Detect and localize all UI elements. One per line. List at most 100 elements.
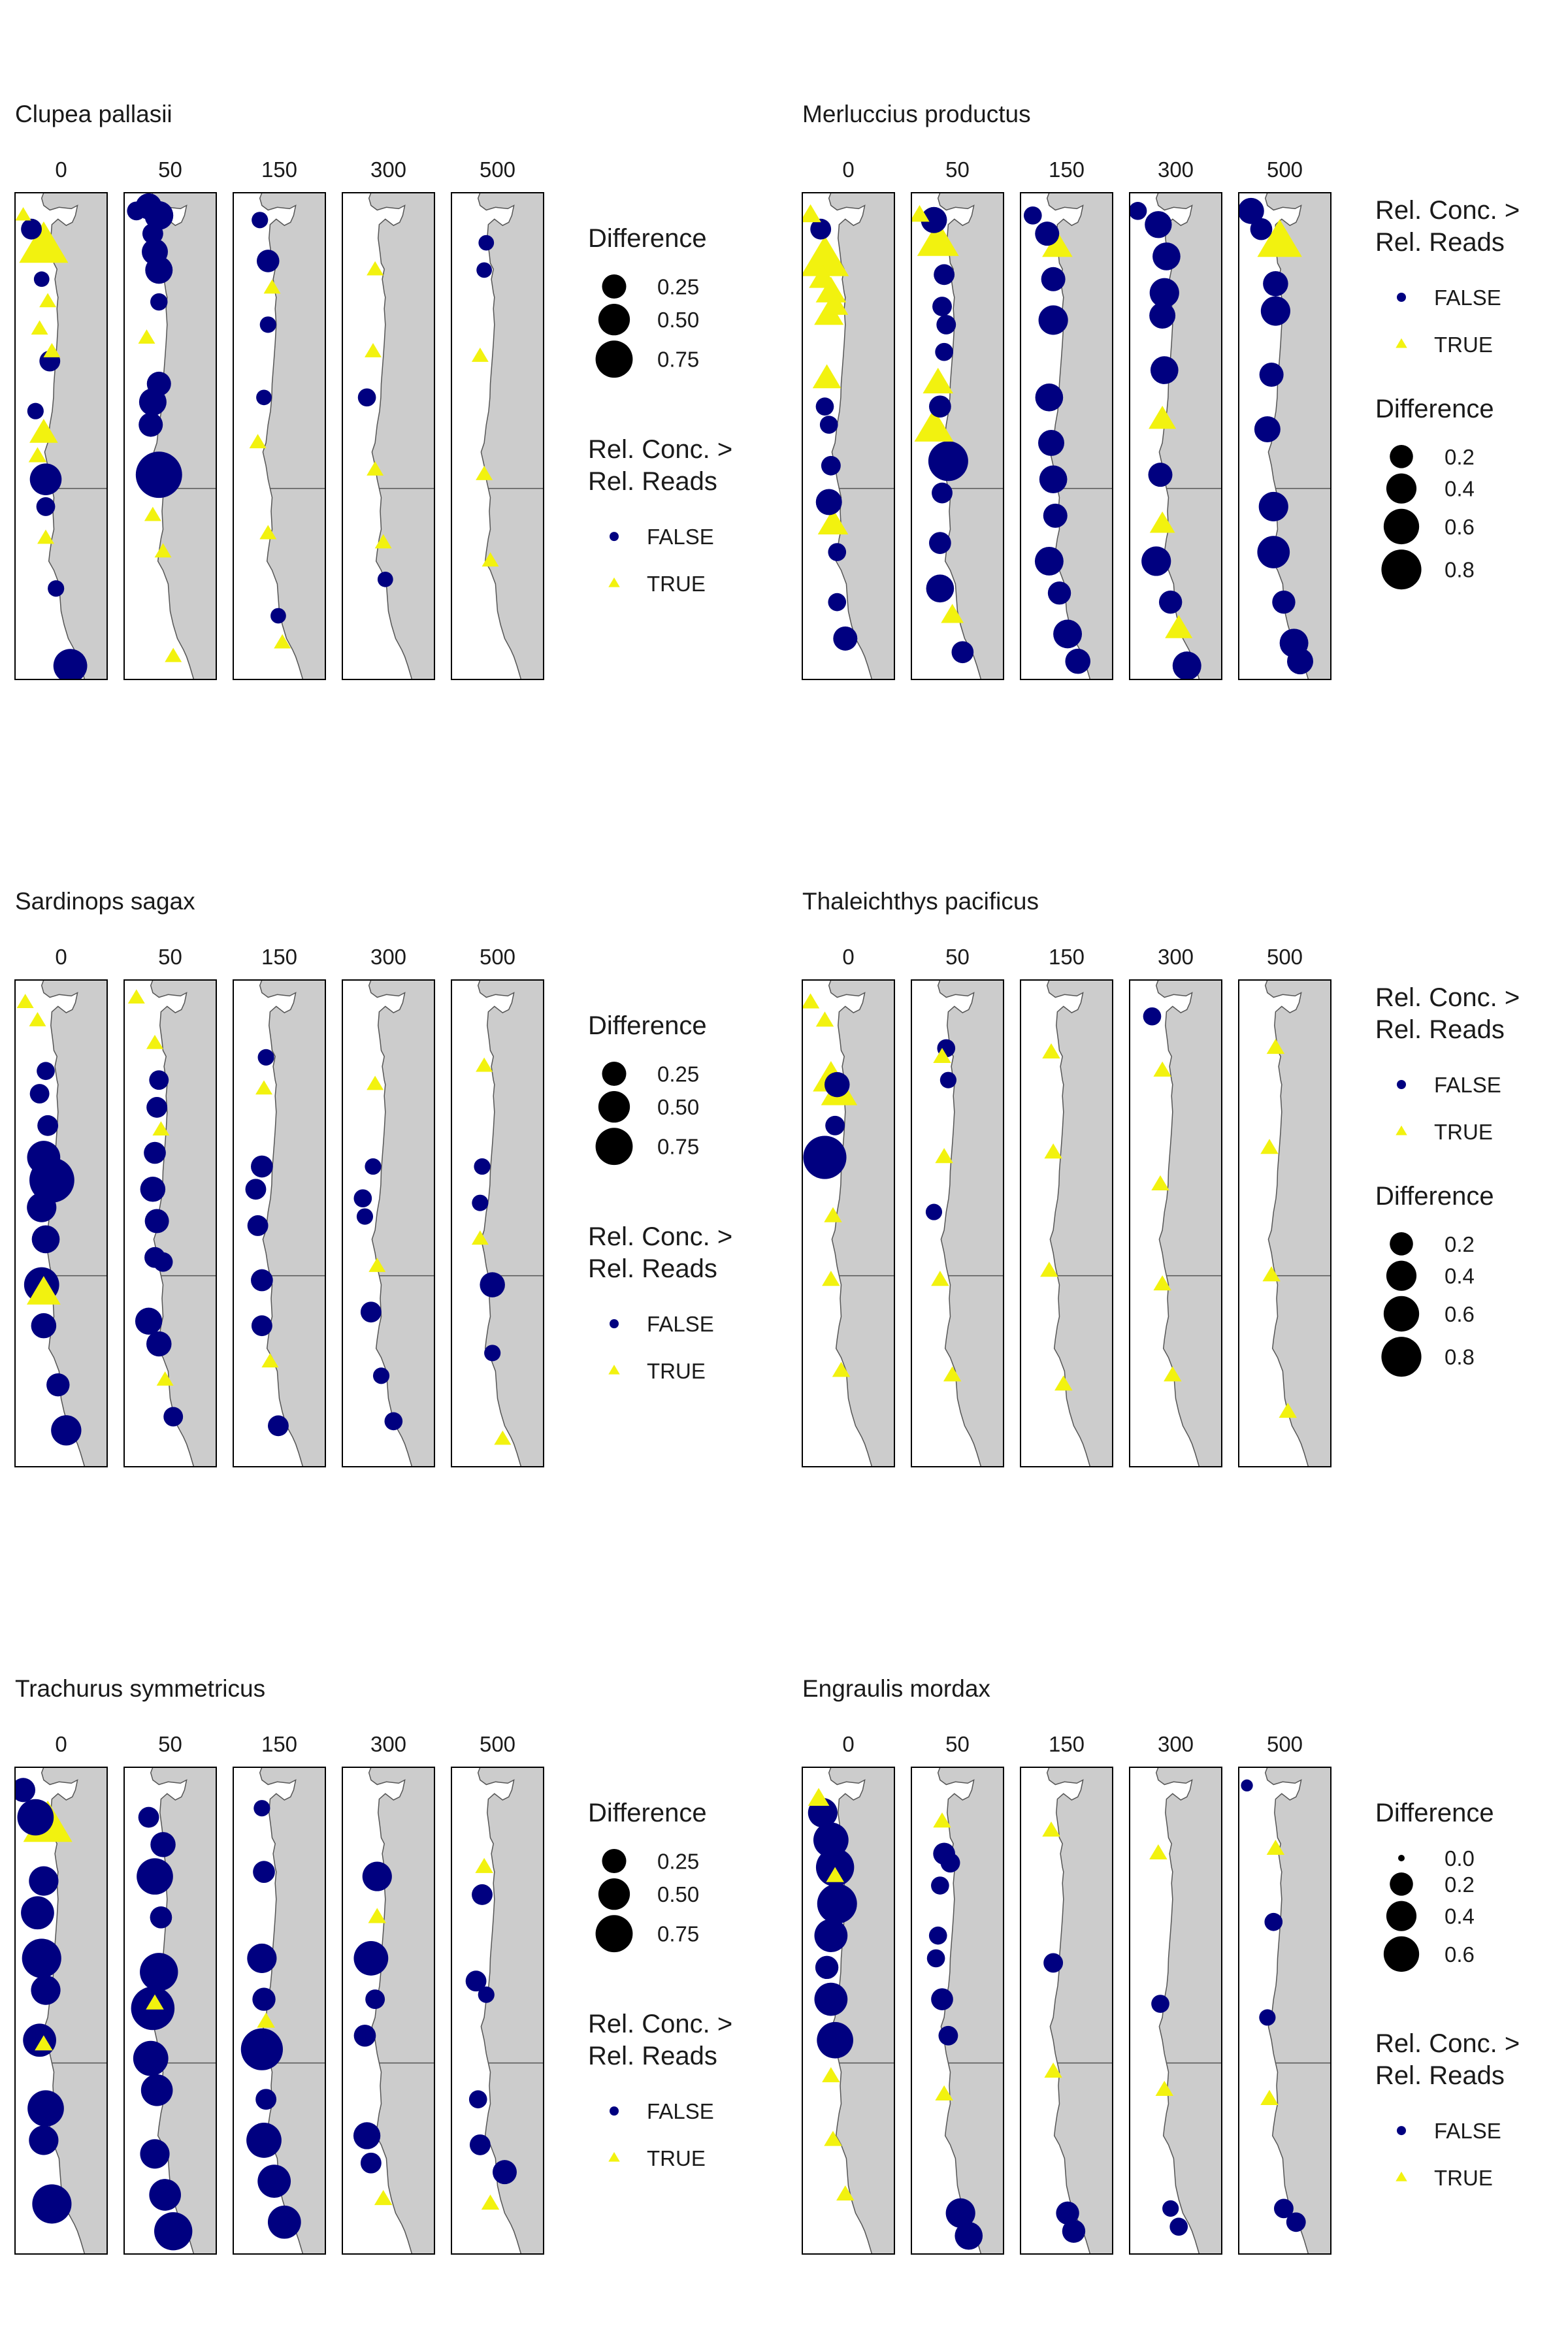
panel-border bbox=[233, 979, 326, 1467]
false-point bbox=[37, 1062, 55, 1081]
false-point bbox=[27, 402, 44, 419]
true-point bbox=[39, 293, 57, 308]
true-point bbox=[1042, 1821, 1060, 1837]
true-point bbox=[941, 604, 964, 623]
false-point bbox=[817, 2021, 853, 2059]
panel-border bbox=[14, 1767, 108, 2255]
false-point bbox=[251, 1315, 272, 1337]
true-point bbox=[28, 447, 47, 463]
map-panel: 300 bbox=[1129, 1732, 1222, 2255]
false-point bbox=[1152, 242, 1181, 270]
shape-legend-title: Rel. Reads bbox=[1375, 228, 1505, 257]
true-point bbox=[802, 993, 820, 1009]
false-point bbox=[36, 497, 56, 516]
size-legend-key bbox=[595, 1128, 633, 1166]
true-point bbox=[815, 276, 847, 302]
size-legend-key bbox=[1390, 1872, 1413, 1896]
false-point bbox=[1254, 416, 1281, 443]
false-point bbox=[15, 1778, 36, 1803]
land-shape bbox=[1155, 980, 1222, 1467]
panel-border bbox=[911, 192, 1004, 680]
size-legend-label: 0.6 bbox=[1445, 1942, 1475, 1967]
false-point bbox=[31, 1313, 57, 1339]
false-point bbox=[821, 455, 841, 476]
map-panel: 500 bbox=[1238, 1732, 1331, 2255]
false-point bbox=[140, 1953, 178, 1991]
false-point bbox=[29, 2125, 59, 2155]
facet-label: 150 bbox=[261, 945, 297, 969]
false-point bbox=[17, 1799, 54, 1836]
map-panel: 50 bbox=[911, 1732, 1004, 2255]
false-point bbox=[1035, 221, 1060, 246]
false-point bbox=[22, 1938, 61, 1978]
false-point bbox=[1143, 1007, 1162, 1026]
false-point bbox=[810, 218, 832, 240]
false-point bbox=[492, 2160, 517, 2185]
true-point bbox=[365, 343, 382, 357]
true-point bbox=[1149, 405, 1177, 429]
false-point bbox=[246, 2123, 282, 2158]
size-legend-key bbox=[602, 1849, 627, 1874]
true-point bbox=[1149, 511, 1175, 533]
map-panel: 500 bbox=[1238, 945, 1331, 1467]
true-point bbox=[931, 1271, 949, 1286]
true-point bbox=[146, 1994, 164, 2010]
true-point bbox=[368, 1257, 386, 1272]
map-panel: 300 bbox=[1129, 157, 1222, 680]
facet-label: 0 bbox=[55, 1732, 67, 1756]
false-point bbox=[1158, 590, 1183, 614]
false-point bbox=[928, 441, 968, 482]
true-point bbox=[368, 1908, 387, 1923]
false-point bbox=[468, 2090, 487, 2109]
true-point bbox=[367, 261, 384, 276]
true-point bbox=[824, 2131, 842, 2146]
facet-label: 50 bbox=[945, 1732, 970, 1756]
false-point bbox=[140, 1177, 166, 1202]
false-point bbox=[360, 1301, 382, 1323]
size-legend: Difference 0.2 0.4 0.6 0.8 bbox=[1375, 395, 1494, 590]
true-point bbox=[16, 994, 34, 1009]
false-point bbox=[46, 1373, 70, 1397]
false-point bbox=[925, 1203, 943, 1220]
true-point bbox=[1153, 1275, 1171, 1291]
false-point bbox=[27, 1192, 57, 1222]
false-point bbox=[253, 1861, 275, 1883]
map-panel: 0 bbox=[802, 157, 895, 680]
false-point bbox=[480, 1272, 505, 1298]
false-point bbox=[929, 395, 951, 418]
false-point bbox=[472, 1194, 489, 1211]
map-panel: 0 bbox=[14, 157, 108, 680]
false-point bbox=[1047, 581, 1071, 605]
facet-label: 50 bbox=[945, 157, 970, 182]
size-legend-title: Difference bbox=[588, 224, 707, 253]
false-point bbox=[931, 1876, 949, 1895]
true-point bbox=[821, 292, 849, 315]
facet-label: 300 bbox=[370, 1732, 406, 1756]
false-point bbox=[144, 1209, 169, 1233]
size-legend-label: 0.2 bbox=[1445, 1872, 1475, 1897]
false-point bbox=[153, 1252, 173, 1272]
true-point bbox=[471, 1230, 489, 1245]
land-shape bbox=[937, 1767, 1004, 2254]
size-legend: Difference 0.00.2 0.4 0.6 bbox=[1375, 1799, 1494, 1972]
facet-label: 50 bbox=[158, 1732, 182, 1756]
true-point bbox=[15, 207, 31, 221]
map-panel: 50 bbox=[911, 157, 1004, 680]
species-title: Engraulis mordax bbox=[802, 1675, 990, 1702]
shape-legend-title: Rel. Reads bbox=[1375, 1015, 1505, 1044]
facet-label: 0 bbox=[55, 157, 67, 182]
true-point bbox=[1164, 1366, 1182, 1382]
true-point bbox=[152, 1121, 170, 1135]
size-legend-key bbox=[1390, 445, 1413, 468]
facet-label: 500 bbox=[1267, 157, 1303, 182]
false-point bbox=[257, 2164, 291, 2198]
false-point bbox=[1162, 2200, 1179, 2217]
true-point bbox=[1266, 1038, 1285, 1054]
size-legend-key bbox=[595, 340, 633, 378]
false-point bbox=[256, 250, 280, 272]
map-panel: 50 bbox=[911, 945, 1004, 1467]
panel-border bbox=[1020, 192, 1113, 680]
false-point bbox=[1149, 278, 1179, 308]
size-legend-key bbox=[1381, 1337, 1422, 1377]
shape-legend: Rel. Conc. > Rel. Reads FALSE TRUE bbox=[1375, 983, 1520, 1144]
